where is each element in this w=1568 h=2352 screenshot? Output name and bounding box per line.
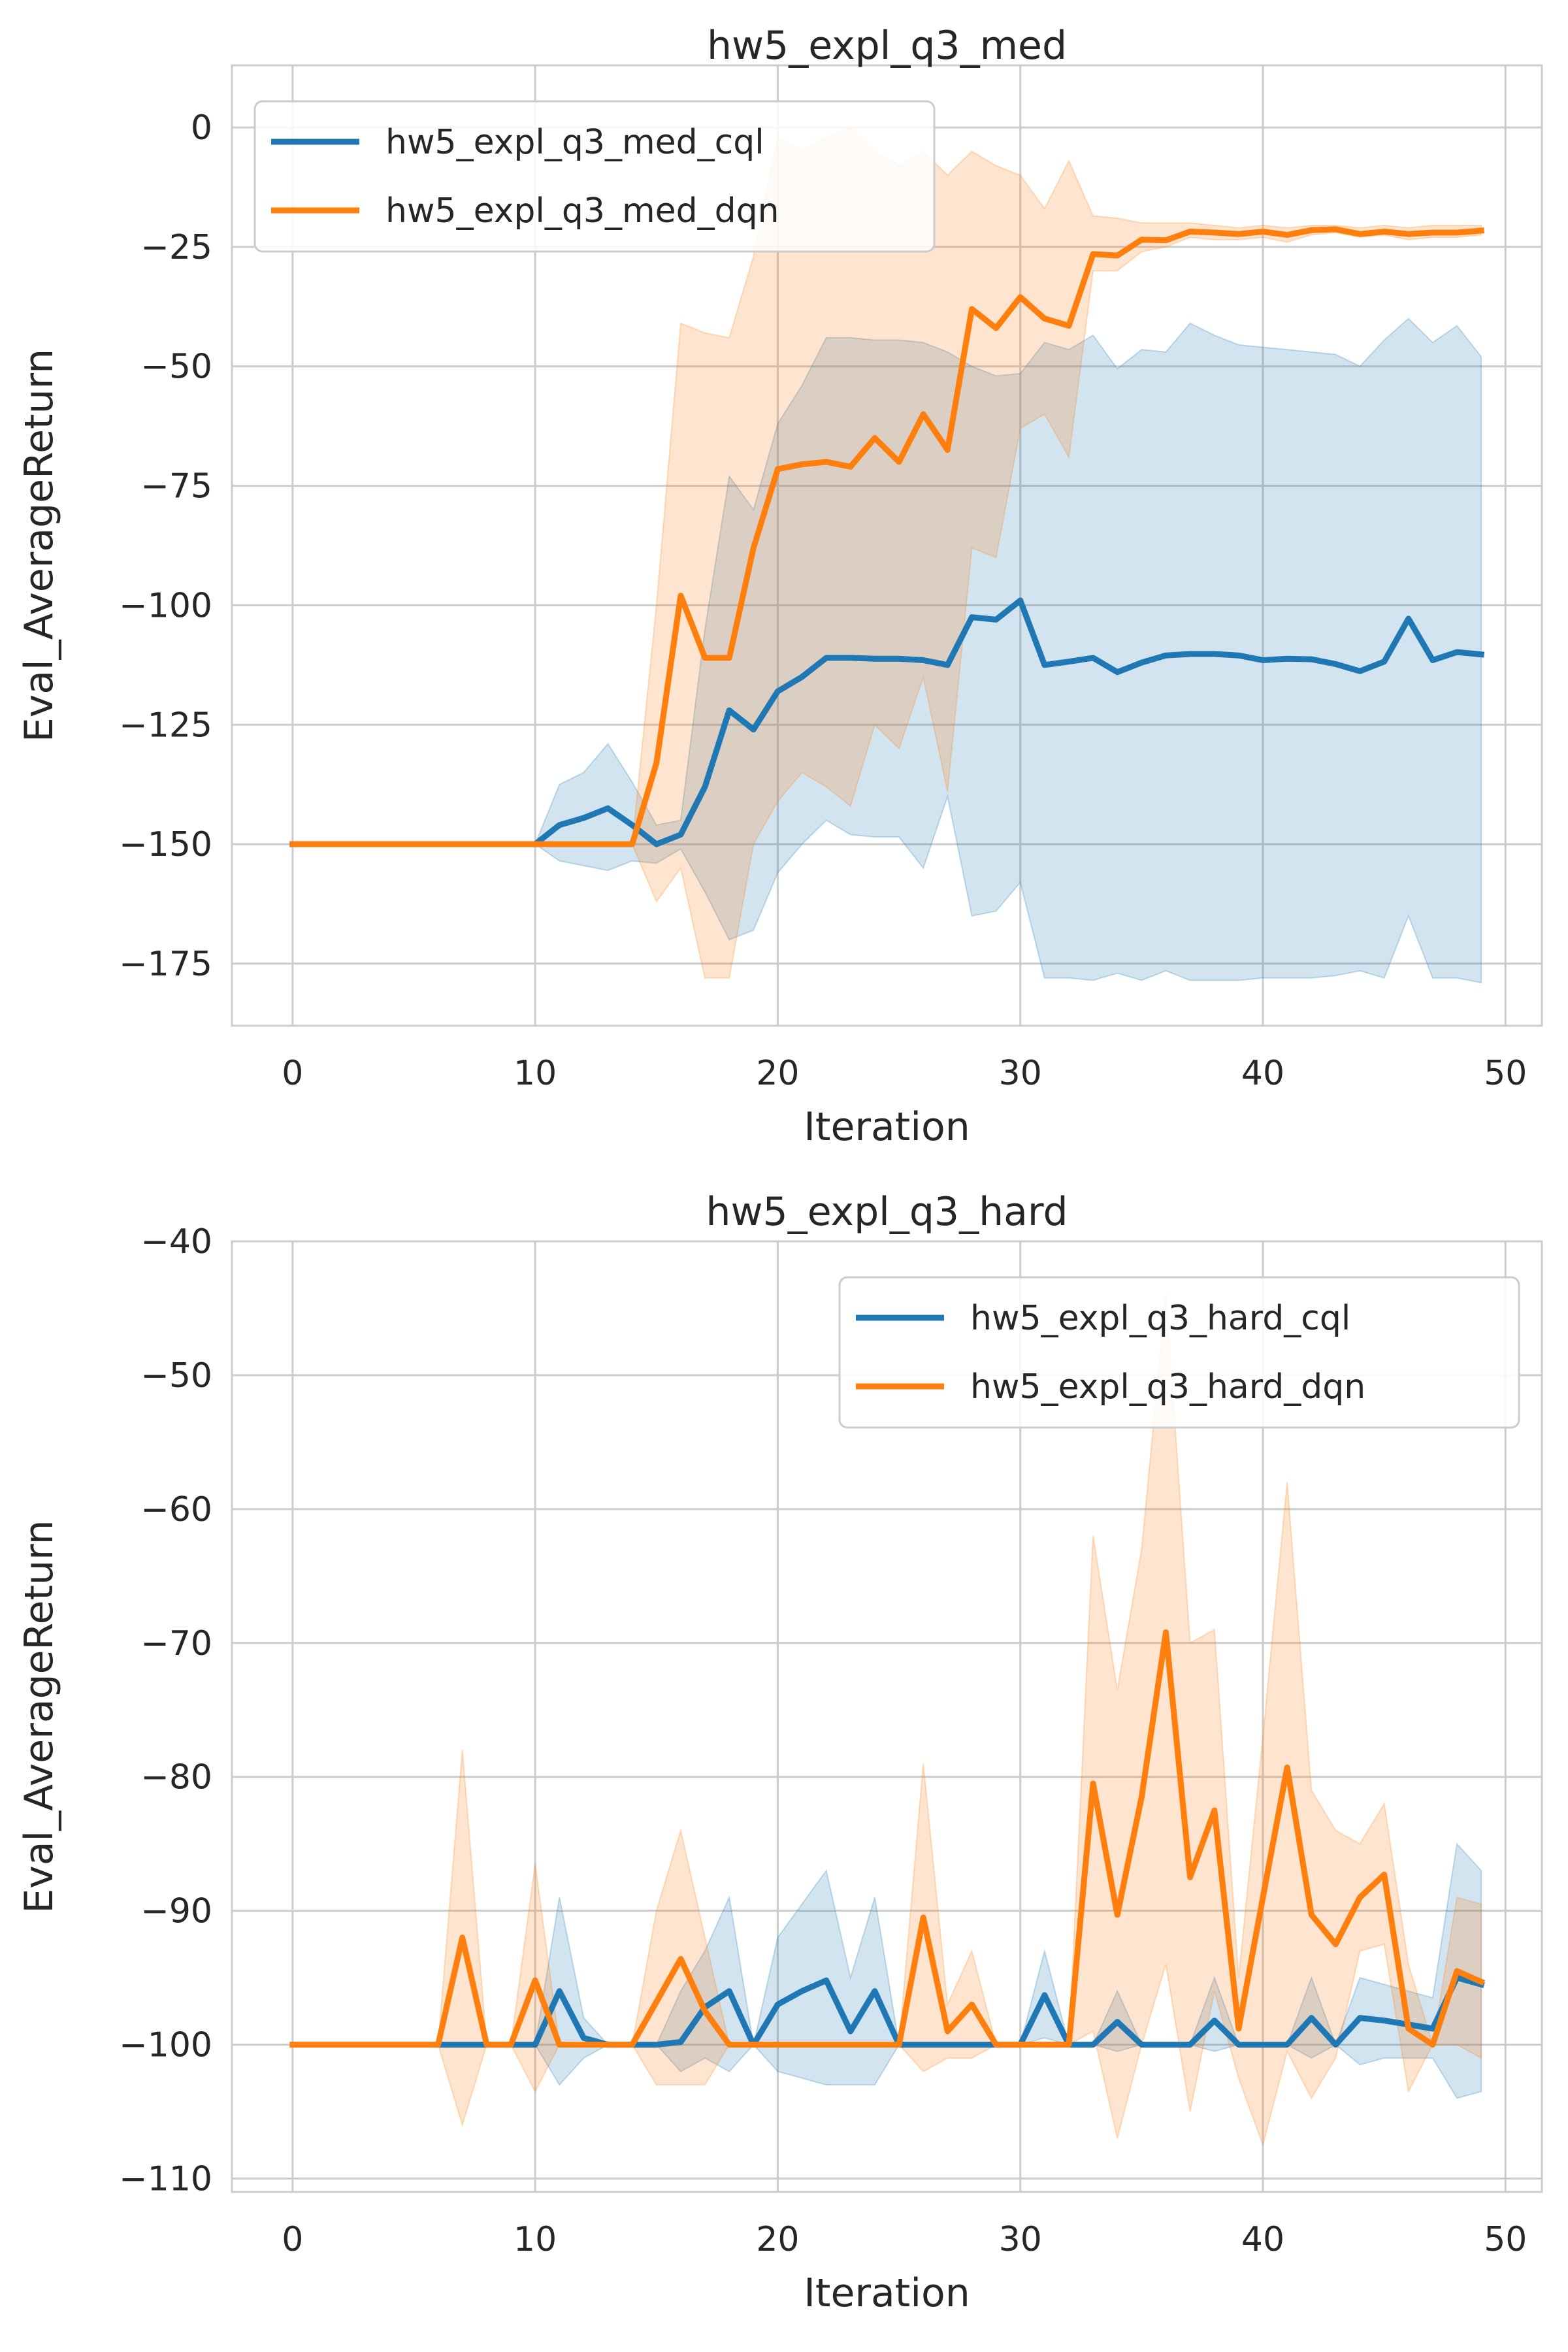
- y-axis-label: Eval_AverageReturn: [16, 349, 62, 742]
- legend-label: hw5_expl_q3_med_cql: [385, 123, 764, 162]
- y-tick-label: −40: [140, 1222, 212, 1262]
- line-hw5_expl_q3_med_dqn: [289, 226, 1485, 847]
- y-tick-label: 0: [191, 108, 212, 148]
- chart-title: hw5_expl_q3_med: [707, 23, 1067, 69]
- x-tick-label: 10: [514, 2220, 557, 2259]
- line-hw5_expl_q3_hard_dqn: [289, 1629, 1486, 2048]
- y-axis-label: Eval_AverageReturn: [16, 1520, 62, 1913]
- series-lines: [289, 1629, 1486, 2048]
- y-tick-label: −90: [140, 1892, 212, 1931]
- chart-1: 0 10 20 30 40 50 0 −25 −50 −75 −100 −125 −150 −175 hw5…: [16, 23, 1543, 1150]
- x-tick-label: 20: [756, 1054, 799, 1093]
- legend-label: hw5_expl_q3_med_dqn: [385, 191, 779, 231]
- y-tick-label: −150: [119, 825, 212, 864]
- y-tick-label: −50: [140, 1356, 212, 1396]
- y-tick-label: −75: [140, 467, 212, 506]
- y-tick-label: −100: [119, 586, 212, 625]
- x-tick-label: 0: [282, 2220, 303, 2259]
- legend: hw5_expl_q3_med_cql hw5_expl_q3_med_dqn: [253, 100, 936, 253]
- plot-frame: [231, 1240, 1543, 2193]
- x-tick-label: 20: [756, 2220, 799, 2259]
- x-tick-label: 30: [999, 2220, 1042, 2259]
- y-tick-label: −175: [119, 945, 212, 984]
- legend-box: [253, 100, 936, 253]
- x-tick-label: 10: [514, 1054, 557, 1093]
- y-tick-label: −125: [119, 706, 212, 745]
- x-tick-label: 0: [282, 1054, 303, 1093]
- x-tick-label: 40: [1241, 1054, 1284, 1093]
- y-tick-label: −25: [140, 228, 212, 267]
- y-tick-label: −80: [140, 1758, 212, 1797]
- legend: hw5_expl_q3_hard_cql hw5_expl_q3_hard_dqn: [838, 1276, 1520, 1429]
- y-tick-label: −110: [119, 2160, 212, 2199]
- legend-label: hw5_expl_q3_hard_dqn: [970, 1367, 1365, 1407]
- chart-title: hw5_expl_q3_hard: [706, 1189, 1068, 1235]
- x-axis-label: Iteration: [804, 2270, 970, 2316]
- series-lines: [289, 226, 1485, 847]
- y-tick-label: −50: [140, 348, 212, 387]
- y-tick-label: −60: [140, 1490, 212, 1529]
- x-tick-label: 40: [1241, 2220, 1284, 2259]
- confidence-bands: [292, 126, 1482, 984]
- x-tick-label: 50: [1484, 2220, 1527, 2259]
- y-tick-label: −100: [119, 2026, 212, 2065]
- x-axis-label: Iteration: [804, 1104, 970, 1150]
- x-tick-label: 50: [1484, 1054, 1527, 1093]
- y-tick-label: −70: [140, 1624, 212, 1663]
- x-tick-label: 30: [999, 1054, 1042, 1093]
- legend-label: hw5_expl_q3_hard_cql: [970, 1299, 1350, 1338]
- plot-frame: [231, 64, 1543, 1027]
- chart-2: 0 10 20 30 40 50 −40 −50 −60 −70 −80 −90 −100 −110 hw5…: [16, 1189, 1543, 2316]
- legend-box: [838, 1276, 1520, 1429]
